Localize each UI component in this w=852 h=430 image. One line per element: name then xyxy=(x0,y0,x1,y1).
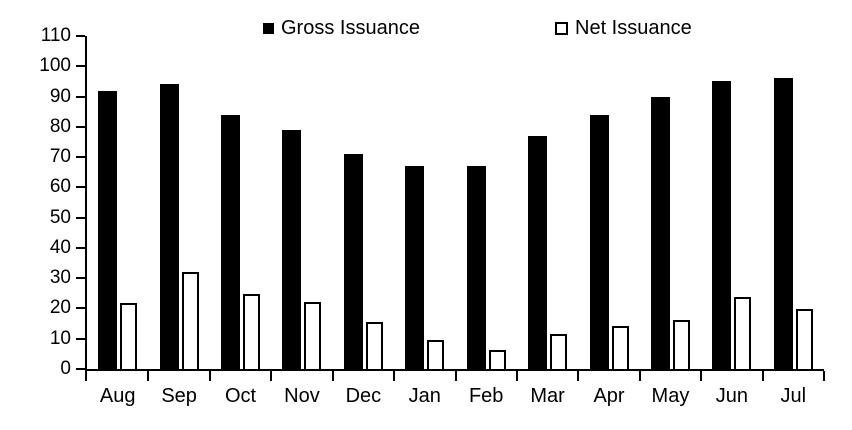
bar-group-may xyxy=(640,36,701,369)
bar-gross-issuance-dec xyxy=(343,154,363,369)
bar-group-feb xyxy=(456,36,517,369)
bar-net-issuance-dec xyxy=(365,321,383,369)
bar-group-aug xyxy=(87,36,148,369)
x-axis-label-oct: Oct xyxy=(224,385,257,407)
bar-net-issuance-apr xyxy=(611,326,629,369)
y-axis-tick xyxy=(76,246,85,249)
bar-net-issuance-jan xyxy=(427,339,445,369)
bar-net-issuance-sep xyxy=(181,271,199,369)
bar-group-sep xyxy=(148,36,209,369)
y-axis-tick xyxy=(76,95,85,98)
y-axis-tick xyxy=(76,186,85,189)
x-axis-tick xyxy=(270,371,273,381)
y-axis-tick-label: 0 xyxy=(60,358,71,380)
y-axis-tick xyxy=(76,307,85,310)
x-axis-label-apr: Apr xyxy=(593,385,625,407)
bar-net-issuance-oct xyxy=(243,294,261,369)
y-axis-tick-label: 40 xyxy=(49,237,71,259)
x-axis-tick xyxy=(393,371,396,381)
x-axis-label-jun: Jun xyxy=(715,385,748,407)
y-axis-tick-label: 110 xyxy=(40,25,71,47)
bar-gross-issuance-nov xyxy=(282,129,302,369)
x-axis-label-may: May xyxy=(651,385,690,407)
y-axis-tick-label: 30 xyxy=(49,267,71,289)
bar-net-issuance-mar xyxy=(550,333,568,369)
bar-net-issuance-may xyxy=(672,320,690,369)
y-axis-tick xyxy=(76,65,85,68)
plot-area: 0 10 20 30 40 50 60 70 80 90 100 110 Aug Sep Oct Nov Dec… xyxy=(39,26,825,407)
legend-entry-net-issuance: Net Issuance xyxy=(555,18,692,38)
bar-group-jan xyxy=(394,36,455,369)
bar-gross-issuance-jan xyxy=(405,166,425,369)
y-axis-tick xyxy=(76,125,85,128)
bar-gross-issuance-may xyxy=(650,96,670,369)
x-axis-tick xyxy=(761,371,764,381)
legend-entry-gross-issuance: Gross Issuance xyxy=(263,18,420,38)
x-axis-tick xyxy=(208,371,211,381)
x-axis-label-aug: Aug xyxy=(99,385,136,407)
x-axis-tick xyxy=(638,371,641,381)
bar-gross-issuance-mar xyxy=(528,135,548,369)
legend-label-gross-issuance: Gross Issuance xyxy=(281,17,420,39)
x-axis-tick xyxy=(85,371,87,381)
x-axis-tick xyxy=(454,371,457,381)
x-axis-tick xyxy=(577,371,580,381)
bar-group-nov xyxy=(271,36,332,369)
y-axis-tick-label: 70 xyxy=(49,146,71,168)
x-axis-label-dec: Dec xyxy=(345,385,382,407)
x-axis-label-jan: Jan xyxy=(408,385,441,407)
y-axis-tick-label: 10 xyxy=(49,327,71,349)
bar-group-mar xyxy=(517,36,578,369)
bar-group-apr xyxy=(578,36,639,369)
y-axis-tick xyxy=(76,35,85,37)
bar-gross-issuance-sep xyxy=(159,84,179,369)
y-axis-tick-label: 60 xyxy=(49,176,71,198)
x-axis-tick xyxy=(147,371,150,381)
y-axis-tick xyxy=(76,277,85,280)
bar-net-issuance-jul xyxy=(795,309,813,369)
bar-group-dec xyxy=(333,36,394,369)
bar-net-issuance-nov xyxy=(304,301,322,369)
y-axis-tick-label: 80 xyxy=(49,115,71,137)
y-axis-tick-label: 50 xyxy=(49,206,71,228)
bar-group-oct xyxy=(210,36,271,369)
x-axis-label-nov: Nov xyxy=(284,385,320,407)
y-axis-tick xyxy=(76,368,85,370)
bar-gross-issuance-aug xyxy=(98,90,118,369)
bar-gross-issuance-apr xyxy=(589,114,609,369)
y-axis-tick-label: 100 xyxy=(39,55,71,77)
bar-gross-issuance-jun xyxy=(712,81,732,369)
bar-net-issuance-feb xyxy=(488,350,506,369)
bar-group-jun xyxy=(701,36,762,369)
x-axis-tick xyxy=(700,371,703,381)
legend-marker-net-issuance-icon xyxy=(555,21,568,35)
x-axis-tick xyxy=(823,371,825,381)
x-axis-tick xyxy=(331,371,334,381)
x-axis-label-sep: Sep xyxy=(161,385,197,407)
y-axis-tick xyxy=(76,156,85,159)
bar-gross-issuance-oct xyxy=(221,114,241,369)
bar-net-issuance-jun xyxy=(734,297,752,369)
bar-net-issuance-aug xyxy=(120,303,138,369)
y-axis-tick xyxy=(76,216,85,219)
bar-group-jul xyxy=(763,36,824,369)
x-axis-label-mar: Mar xyxy=(530,385,565,407)
x-axis-label-jul: Jul xyxy=(780,385,807,407)
y-axis-tick-label: 20 xyxy=(49,297,71,319)
bar-gross-issuance-feb xyxy=(466,166,486,369)
bar-gross-issuance-jul xyxy=(773,78,793,369)
x-axis-label-feb: Feb xyxy=(468,385,504,407)
y-axis-tick-label: 90 xyxy=(49,85,71,107)
y-axis-tick xyxy=(76,337,85,340)
legend-label-net-issuance: Net Issuance xyxy=(575,17,692,39)
x-axis-tick xyxy=(515,371,518,381)
legend-marker-gross-issuance-icon xyxy=(263,22,274,34)
